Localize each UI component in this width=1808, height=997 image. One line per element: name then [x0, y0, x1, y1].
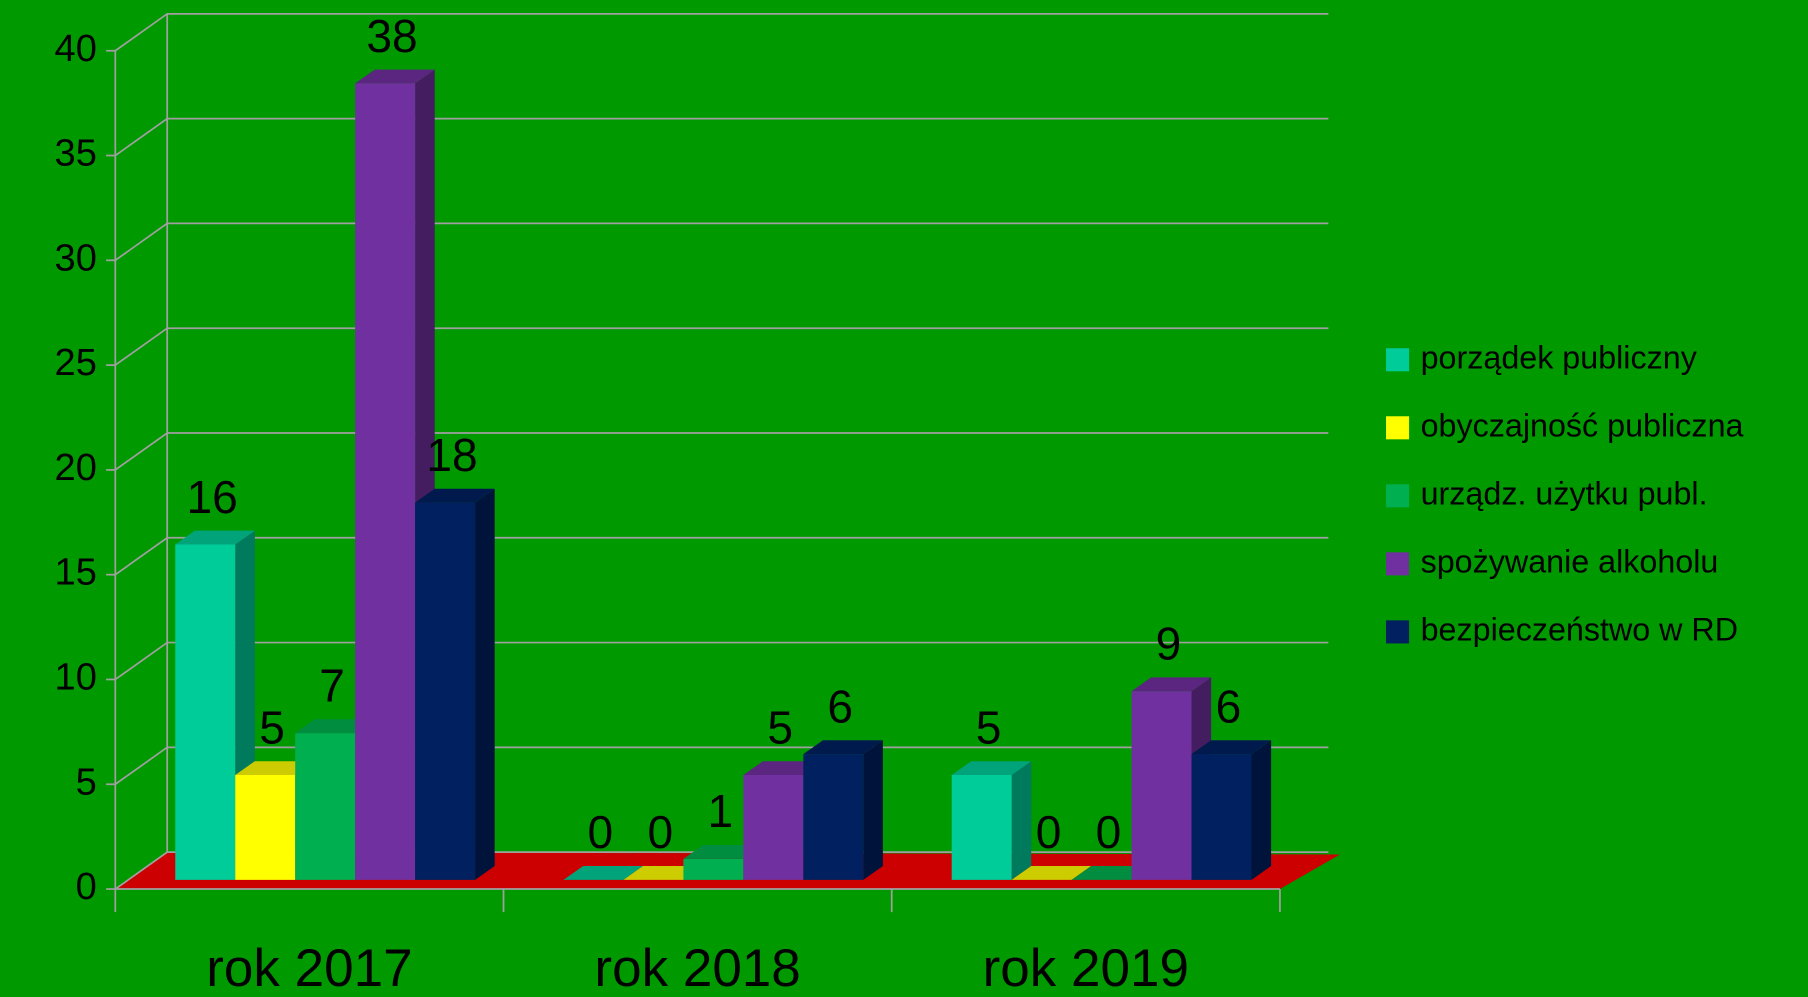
value-label: 1	[707, 785, 733, 837]
legend-label: porządek publiczny	[1421, 339, 1698, 375]
bar-top	[1131, 677, 1212, 692]
value-label: 16	[187, 471, 238, 523]
value-label: 0	[648, 806, 674, 858]
x-tick-label: rok 2019	[983, 939, 1189, 997]
bar	[803, 740, 883, 880]
bar-side	[1011, 761, 1032, 880]
grid-line	[114, 641, 1329, 681]
bar-top	[415, 488, 495, 503]
bar-top	[355, 69, 435, 84]
bar-top	[1011, 865, 1092, 880]
value-label: 5	[767, 701, 793, 753]
bar-top	[563, 865, 644, 880]
bar-top	[803, 740, 883, 755]
value-label: 7	[319, 659, 345, 711]
bar-side	[475, 488, 495, 880]
bar-front	[415, 502, 476, 880]
value-label: 0	[588, 806, 614, 858]
grid-line	[114, 222, 1329, 262]
y-tick-label: 35	[55, 133, 97, 175]
value-label: 6	[827, 680, 853, 732]
legend-swatch	[1386, 484, 1410, 508]
bar-side	[1251, 740, 1272, 880]
grid-line	[114, 327, 1329, 366]
bar-top	[175, 530, 255, 545]
legend-label: bezpieczeństwo w RD	[1421, 611, 1738, 647]
grid-line	[114, 12, 1329, 52]
legend-swatch	[1386, 348, 1410, 372]
bar	[1191, 740, 1272, 880]
bar-front	[683, 858, 744, 880]
value-label: 0	[1096, 806, 1122, 858]
bar-top	[295, 719, 375, 734]
bar-front	[743, 775, 804, 880]
bar-top	[623, 865, 704, 880]
bar	[951, 761, 1032, 880]
y-tick-label: 15	[55, 552, 97, 594]
bar	[1071, 865, 1152, 880]
y-tick-label: 40	[55, 28, 97, 70]
bar	[1011, 865, 1092, 880]
bar-front	[1131, 691, 1192, 880]
y-tick-label: 30	[55, 237, 97, 279]
bar-front	[235, 775, 296, 880]
value-label: 0	[1036, 806, 1062, 858]
bar-top	[1191, 740, 1272, 755]
value-label: 5	[259, 701, 285, 753]
bar-top	[235, 761, 315, 776]
grid-line	[114, 432, 1329, 471]
value-label: 5	[976, 701, 1002, 753]
bar	[415, 488, 495, 880]
bar-front	[1191, 754, 1252, 880]
legend-label: obyczajność publiczna	[1421, 407, 1744, 443]
bar-front	[951, 775, 1012, 880]
value-label: 38	[366, 10, 417, 62]
grid-line	[114, 851, 1329, 890]
y-tick-label: 10	[55, 657, 97, 699]
value-label: 9	[1156, 618, 1182, 670]
bar-front	[803, 754, 864, 880]
grid-line	[114, 746, 1329, 785]
bar	[623, 865, 704, 880]
y-tick-label: 25	[55, 342, 97, 384]
bar-top	[743, 761, 823, 776]
bar-side	[863, 740, 883, 880]
bar-top	[1071, 865, 1152, 880]
x-tick-label: rok 2018	[594, 939, 800, 997]
legend-label: spożywanie alkoholu	[1421, 543, 1719, 579]
bar	[563, 865, 644, 880]
legend-swatch	[1386, 416, 1410, 440]
value-label: 18	[426, 429, 477, 481]
legend-label: urządz. użytku publ.	[1421, 475, 1708, 511]
y-tick-label: 5	[76, 761, 97, 803]
bar-top	[683, 845, 763, 859]
legend-swatch	[1386, 620, 1410, 644]
bar-top	[951, 761, 1032, 776]
bar-front	[295, 733, 356, 880]
grid-line	[114, 117, 1329, 157]
bar-front	[355, 83, 416, 880]
grid-line	[114, 536, 1329, 576]
y-tick-label: 0	[76, 866, 97, 908]
value-label: 6	[1216, 680, 1242, 732]
bar-front	[175, 544, 236, 880]
legend-swatch	[1386, 552, 1410, 576]
y-tick-label: 20	[55, 447, 97, 489]
x-tick-label: rok 2017	[206, 939, 412, 997]
